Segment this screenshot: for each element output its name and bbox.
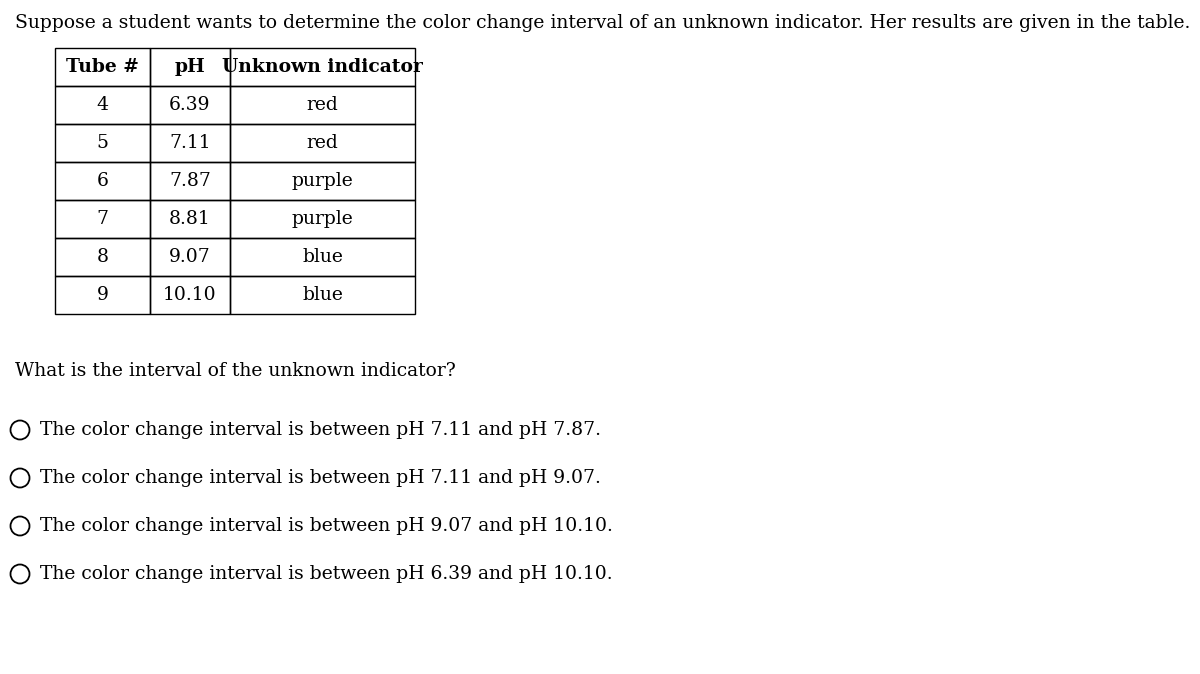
Text: red: red <box>307 96 338 114</box>
Bar <box>55 238 150 276</box>
Text: Suppose a student wants to determine the color change interval of an unknown ind: Suppose a student wants to determine the… <box>14 14 1190 32</box>
Text: What is the interval of the unknown indicator?: What is the interval of the unknown indi… <box>14 362 456 380</box>
Text: 8.81: 8.81 <box>169 210 211 228</box>
Bar <box>150 86 230 124</box>
Text: 6.39: 6.39 <box>169 96 211 114</box>
Bar <box>55 162 150 200</box>
Bar <box>230 124 415 162</box>
Bar <box>230 238 415 276</box>
Text: 7: 7 <box>96 210 108 228</box>
Bar <box>55 48 150 86</box>
Text: Unknown indicator: Unknown indicator <box>222 58 422 76</box>
Bar <box>230 200 415 238</box>
Text: Tube #: Tube # <box>66 58 139 76</box>
Bar <box>230 86 415 124</box>
Bar <box>230 162 415 200</box>
Text: 6: 6 <box>96 172 108 190</box>
Text: The color change interval is between pH 7.11 and pH 7.87.: The color change interval is between pH … <box>40 421 600 439</box>
Text: 7.87: 7.87 <box>169 172 211 190</box>
Text: 5: 5 <box>96 134 108 152</box>
Bar <box>55 124 150 162</box>
Text: purple: purple <box>292 172 353 190</box>
Bar <box>150 276 230 314</box>
Text: 7.11: 7.11 <box>169 134 211 152</box>
Text: pH: pH <box>175 58 205 76</box>
Bar <box>55 276 150 314</box>
Text: 4: 4 <box>96 96 108 114</box>
Text: The color change interval is between pH 9.07 and pH 10.10.: The color change interval is between pH … <box>40 517 612 535</box>
Text: 8: 8 <box>96 248 108 266</box>
Text: The color change interval is between pH 7.11 and pH 9.07.: The color change interval is between pH … <box>40 469 600 487</box>
Text: 9: 9 <box>96 286 108 304</box>
Text: 9.07: 9.07 <box>169 248 211 266</box>
Text: 10.10: 10.10 <box>163 286 217 304</box>
Bar <box>55 86 150 124</box>
Bar <box>150 124 230 162</box>
Bar <box>150 238 230 276</box>
Text: blue: blue <box>302 286 343 304</box>
Bar <box>150 200 230 238</box>
Bar <box>55 200 150 238</box>
Text: red: red <box>307 134 338 152</box>
Text: purple: purple <box>292 210 353 228</box>
Bar <box>150 48 230 86</box>
Bar <box>230 48 415 86</box>
Bar <box>150 162 230 200</box>
Bar <box>230 276 415 314</box>
Text: The color change interval is between pH 6.39 and pH 10.10.: The color change interval is between pH … <box>40 565 612 583</box>
Text: blue: blue <box>302 248 343 266</box>
